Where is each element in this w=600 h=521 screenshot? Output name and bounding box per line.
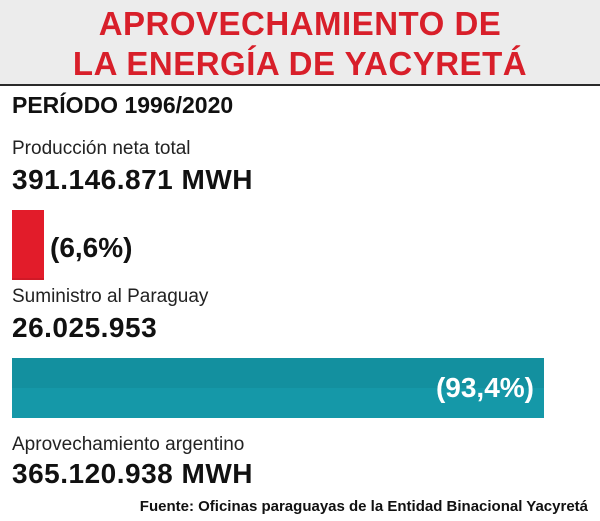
bar-paraguay bbox=[12, 210, 44, 280]
category-label-argentina: Aprovechamiento argentino bbox=[12, 434, 245, 455]
title-line-1: APROVECHAMIENTO DE bbox=[98, 5, 502, 42]
chart-title: APROVECHAMIENTO DE LA ENERGÍA DE YACYRET… bbox=[0, 0, 600, 86]
bar-argentina bbox=[12, 358, 544, 418]
value-label-paraguay: 26.025.953 bbox=[12, 312, 158, 343]
percent-label-argentina: (93,4%) bbox=[435, 372, 534, 403]
value-label-argentina: 365.120.938 MWH bbox=[12, 458, 253, 489]
percent-label-paraguay: (6,6%) bbox=[50, 232, 133, 263]
title-line-2: LA ENERGÍA DE YACYRETÁ bbox=[72, 45, 528, 82]
source-note: Fuente: Oficinas paraguayas de la Entida… bbox=[139, 498, 588, 515]
total-label: Producción neta total bbox=[12, 138, 191, 159]
category-label-paraguay: Suministro al Paraguay bbox=[12, 286, 209, 307]
total-value: 391.146.871 MWH bbox=[12, 164, 253, 195]
period-label: PERÍODO 1996/2020 bbox=[12, 92, 234, 118]
